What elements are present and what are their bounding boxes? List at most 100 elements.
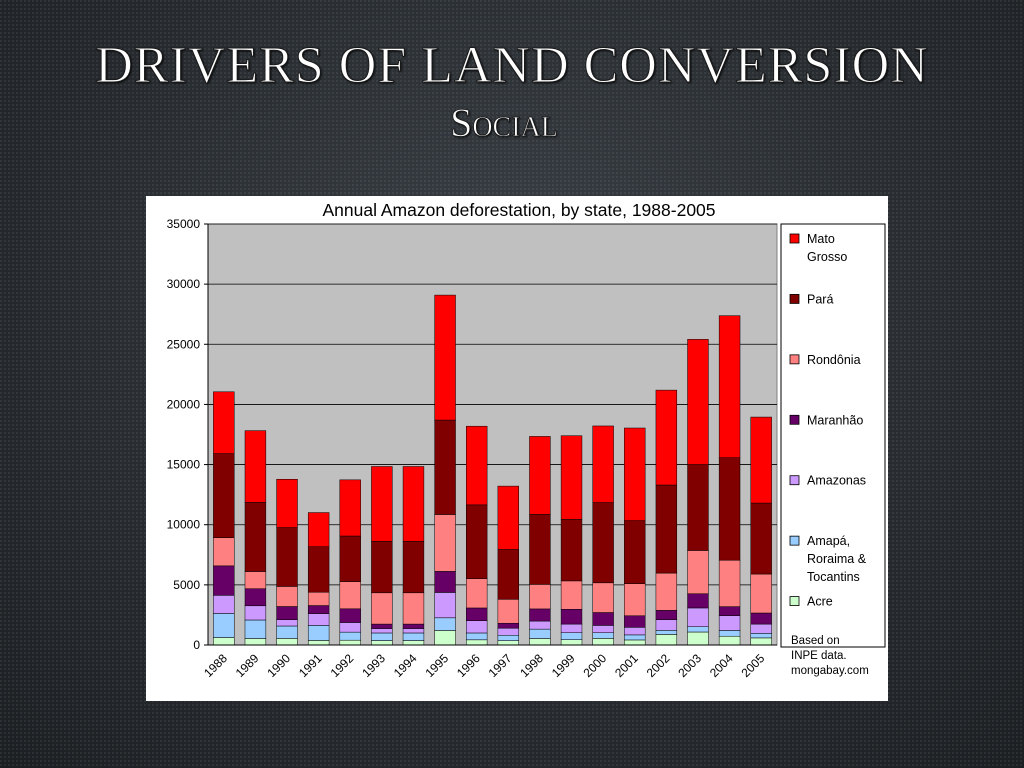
chart-frame: Annual Amazon deforestation, by state, 1… — [146, 196, 888, 701]
bar-segment — [750, 623, 772, 634]
bar-segment — [402, 632, 425, 641]
bar-segment — [466, 578, 488, 609]
source-note: Based on — [791, 635, 840, 647]
x-tick-label: 2000 — [580, 651, 609, 680]
legend-swatch — [789, 475, 800, 486]
y-tick-label: 15000 — [167, 458, 201, 472]
bar-segment — [560, 639, 583, 646]
bar-segment — [560, 580, 583, 610]
bar-segment — [244, 430, 267, 503]
bar-segment — [687, 550, 709, 595]
bar-segment — [276, 527, 298, 587]
bar-segment — [592, 625, 614, 633]
bar-segment — [655, 610, 678, 620]
bar-segment — [592, 632, 614, 639]
bar-segment — [402, 640, 425, 646]
x-tick-label: 1999 — [549, 651, 578, 680]
bar-segment — [244, 619, 267, 639]
x-tick-label: 1994 — [391, 651, 420, 680]
bar-segment — [624, 634, 646, 641]
bar-segment — [466, 632, 488, 641]
legend-swatch — [789, 596, 800, 606]
bar-segment — [213, 537, 235, 567]
bar-segment — [466, 607, 488, 621]
legend-swatch — [789, 233, 800, 244]
x-tick-label: 2001 — [612, 651, 641, 680]
legend-label: Pará — [807, 292, 833, 306]
bar-segment — [655, 389, 678, 486]
bar-segment — [592, 612, 614, 626]
bar-segment — [624, 583, 646, 617]
bar-segment — [718, 559, 741, 607]
x-tick-label: 2003 — [675, 651, 704, 680]
bar-segment — [497, 640, 519, 646]
legend-swatch — [789, 414, 800, 425]
bar-segment — [466, 425, 488, 506]
bar-segment — [402, 623, 425, 629]
bar-segment — [624, 520, 646, 584]
y-tick-label: 25000 — [167, 337, 201, 351]
bar-segment — [339, 608, 361, 623]
bar-segment — [307, 605, 330, 614]
bar-segment — [402, 541, 425, 594]
bar-segment — [718, 630, 741, 637]
bar-segment — [655, 634, 678, 646]
bar-segment — [687, 464, 709, 551]
bar-segment — [307, 625, 330, 641]
bar-segment — [244, 571, 267, 589]
bar-segment — [434, 514, 456, 572]
bar-segment — [624, 615, 646, 628]
bar-segment — [307, 613, 330, 626]
legend-label: Maranhão — [807, 413, 863, 427]
legend-label: Amazonas — [807, 474, 866, 488]
bar-segment — [529, 608, 551, 622]
bar-segment — [339, 535, 361, 582]
bar-segment — [655, 619, 678, 631]
bar-segment — [276, 625, 298, 639]
deforestation-chart: Annual Amazon deforestation, by state, 1… — [167, 200, 886, 680]
bar-segment — [497, 635, 519, 641]
plot-area — [207, 223, 778, 646]
bar-segment — [529, 628, 551, 639]
bar-segment — [687, 593, 709, 609]
bar-segment — [624, 427, 646, 521]
x-tick-label: 2005 — [739, 651, 768, 680]
bar-segment — [213, 453, 235, 538]
bar-segment — [592, 582, 614, 613]
bar-segment — [750, 633, 772, 639]
bar-segment — [402, 628, 425, 634]
bar-segment — [750, 612, 772, 625]
legend-label: Rondônia — [807, 353, 861, 367]
bar-segment — [307, 640, 330, 646]
bar-segment — [339, 631, 361, 641]
bar-segment — [402, 592, 425, 625]
bar-segment — [560, 609, 583, 625]
source-note: mongabay.com — [791, 665, 869, 677]
legend-swatch — [789, 354, 800, 365]
bar-segment — [244, 588, 267, 607]
bar-segment — [466, 639, 488, 646]
slide-title: DRIVERS OF LAND CONVERSION — [95, 37, 929, 95]
bar-segment — [307, 512, 330, 547]
bar-segment — [497, 599, 519, 624]
bar-segment — [213, 391, 235, 454]
bar-segment — [244, 605, 267, 621]
bar-segment — [750, 637, 772, 646]
bar-segment — [592, 638, 614, 646]
bar-segment — [560, 435, 583, 520]
bar-segment — [371, 623, 393, 629]
bar-segment — [371, 640, 393, 646]
legend-label: Mato — [807, 232, 835, 246]
bar-segment — [750, 502, 772, 575]
bar-segment — [466, 504, 488, 579]
bar-segment — [307, 591, 330, 606]
bar-segment — [497, 485, 519, 550]
bar-segment — [718, 635, 741, 646]
x-tick-label: 1997 — [486, 651, 515, 680]
bar-segment — [529, 620, 551, 630]
bar-segment — [687, 631, 709, 646]
x-tick-label: 2004 — [707, 651, 736, 680]
x-tick-label: 1996 — [454, 651, 483, 680]
bar-segment — [276, 586, 298, 607]
y-tick-label: 30000 — [167, 277, 201, 291]
